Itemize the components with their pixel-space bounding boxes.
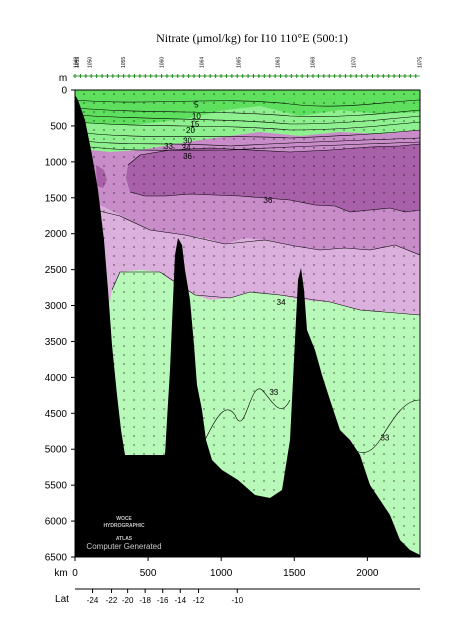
latitude-axis: -24 -22 -20 -18 -16 -14 -12 -10 [75, 588, 420, 605]
distance-tick-label: 500 [140, 568, 157, 579]
contour-label: 30 [183, 136, 192, 145]
contour-line-20 [75, 121, 420, 131]
contour-line-34-deep [111, 271, 420, 316]
lat-tick-label: -18 [139, 596, 151, 605]
station-label: 1048 [74, 57, 80, 68]
contour-label: 10 [192, 112, 201, 121]
lat-tick-label: -20 [122, 596, 134, 605]
lat-tick-label: -24 [87, 596, 99, 605]
contour-label: 36 [264, 196, 273, 205]
contour-line-35 [94, 209, 420, 256]
distance-tick-label: 2000 [356, 568, 379, 579]
station-label: 1055 [121, 57, 127, 68]
contour-label: 33 [269, 388, 278, 397]
depth-tick-label: 6500 [45, 553, 68, 564]
watermark-caption: Computer Generated [86, 542, 161, 551]
distance-axis-label: km [54, 568, 67, 579]
chart-title: Nitrate (μmol/kg) for I10 110°E (500:1) [156, 31, 348, 45]
plot-area: WOCE HYDROGRAPHIC ATLAS Computer Generat… [75, 90, 420, 557]
distance-tick-label: 1000 [210, 568, 233, 579]
distance-tick-label: 1500 [283, 568, 306, 579]
depth-tick-label: 500 [50, 121, 67, 132]
contour-line-34 [75, 141, 420, 151]
lat-tick-label: -10 [231, 596, 243, 605]
distance-tick-label: 0 [72, 568, 78, 579]
station-label: 1050 [88, 57, 94, 68]
depth-tick-label: 3000 [45, 301, 68, 312]
lat-tick-label: -12 [193, 596, 205, 605]
depth-tick-label: 5000 [45, 445, 68, 456]
lat-tick-label: -16 [157, 596, 169, 605]
contour-label: 36 [183, 152, 192, 161]
lat-axis-label: Lat [55, 594, 69, 605]
depth-tick-label: 6000 [45, 517, 68, 528]
distance-axis: 0 500 1000 1500 2000 [72, 557, 379, 579]
station-label: 1060 [159, 57, 165, 68]
watermark-line-1: WOCE [116, 516, 132, 522]
station-label: 1064 [199, 57, 205, 68]
depth-tick-label: 0 [61, 86, 67, 97]
depth-axis-label: m [59, 73, 67, 84]
station-label: 1065 [237, 57, 243, 68]
contour-label: 33 [164, 142, 173, 151]
depth-tick-label: 1500 [45, 193, 68, 204]
watermark-line-2: HYDROGRAPHIC [103, 523, 145, 529]
contour-label: 15 [190, 120, 199, 129]
depth-tick-label: 5500 [45, 481, 68, 492]
contour-lines [75, 99, 420, 453]
depth-tick-label: 3500 [45, 337, 68, 348]
contour-line-36-lower [129, 191, 420, 213]
lat-tick-label: -14 [174, 596, 186, 605]
contour-line-36-upper [127, 143, 420, 166]
depth-tick-label: 4000 [45, 373, 68, 384]
station-label: 1068 [311, 57, 317, 68]
contour-line-5 [75, 99, 420, 107]
plot-frame [74, 89, 421, 558]
depth-tick-label: 2000 [45, 229, 68, 240]
contour-line-15 [75, 114, 420, 125]
lat-tick-label: -22 [106, 596, 118, 605]
station-label: 1055 [75, 57, 81, 68]
ocean-bottom-bathymetry [75, 95, 420, 557]
contour-label: 20 [186, 126, 195, 135]
contour-line-10 [75, 107, 420, 117]
depth-axis: 0 500 1000 1500 2000 2500 3000 3500 4000 4500 5000… [45, 86, 75, 564]
contour-line-30 [75, 129, 420, 139]
watermark: WOCE HYDROGRAPHIC ATLAS [103, 516, 145, 542]
depth-tick-label: 4500 [45, 409, 68, 420]
station-label: 1070 [351, 57, 357, 68]
station-label: 1063 [275, 57, 281, 68]
station-label: 1075 [417, 57, 423, 68]
contour-line-33 [75, 137, 420, 147]
contour-label: 34 [182, 143, 191, 152]
contour-label: 5 [194, 100, 199, 109]
depth-tick-label: 2500 [45, 265, 68, 276]
watermark-line-3: ATLAS [116, 536, 133, 542]
contour-label: 34 [277, 298, 286, 307]
depth-tick-label: 1000 [45, 157, 68, 168]
contour-label: 33 [380, 434, 389, 443]
